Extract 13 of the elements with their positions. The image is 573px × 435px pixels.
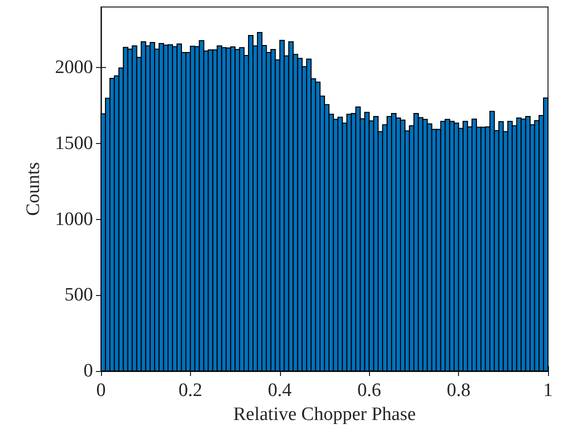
x-tick-label: 0.4 <box>268 380 292 401</box>
y-tick-label: 2000 <box>55 57 93 78</box>
x-tick-label: 0.2 <box>178 380 202 401</box>
y-tick-label: 0 <box>84 360 93 382</box>
x-tick-label: 0 <box>96 380 106 401</box>
x-tick-label: 1 <box>543 380 553 401</box>
x-tick-label: 0.6 <box>357 380 382 401</box>
y-tick-label: 500 <box>64 284 93 306</box>
y-tick-label: 1000 <box>55 208 93 230</box>
x-axis-title: Relative Chopper Phase <box>233 404 416 425</box>
y-tick-label: 1500 <box>55 133 93 154</box>
x-tick-label: 0.8 <box>446 380 470 401</box>
y-axis-title: Counts <box>23 162 44 216</box>
